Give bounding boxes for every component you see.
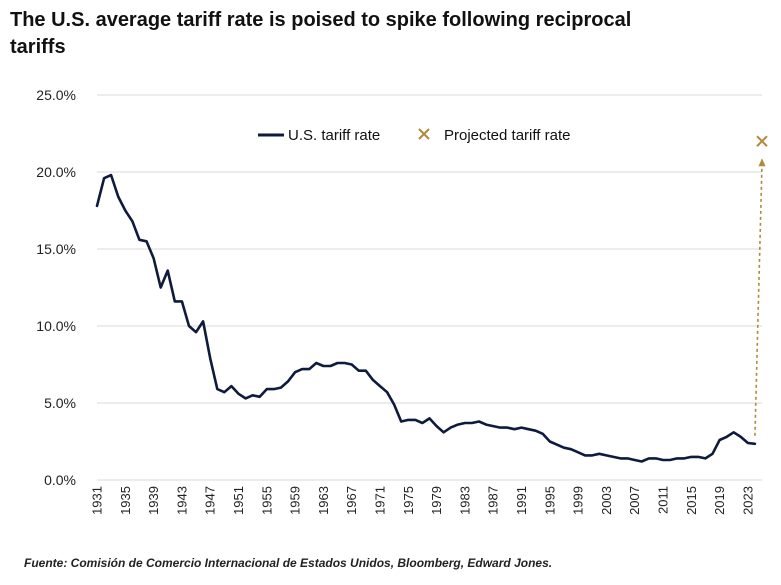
x-tick-label: 1963 [316, 486, 331, 515]
x-tick-label: 1991 [514, 486, 529, 515]
x-tick-label: 1983 [457, 486, 472, 515]
y-tick-label: 20.0% [36, 164, 76, 180]
projected-tariff-marker [756, 135, 768, 147]
x-tick-label: 1999 [571, 486, 586, 515]
y-tick-label: 5.0% [44, 395, 76, 411]
x-tick-label: 1967 [344, 486, 359, 515]
x-tick-label: 1971 [372, 486, 387, 515]
x-tick-label: 1995 [542, 486, 557, 515]
x-tick-label: 2015 [684, 486, 699, 515]
x-tick-label: 1955 [259, 486, 274, 515]
legend-label-tariff: U.S. tariff rate [288, 127, 380, 144]
legend-label-projected: Projected tariff rate [444, 127, 570, 144]
x-tick-label: 2023 [740, 486, 755, 515]
y-tick-label: 10.0% [36, 318, 76, 334]
x-tick-label: 1959 [288, 486, 303, 515]
chart-title: The U.S. average tariff rate is poised t… [10, 9, 632, 58]
projection-arrowhead [758, 158, 766, 167]
x-tick-label: 1979 [429, 486, 444, 515]
y-tick-label: 25.0% [36, 87, 76, 103]
x-tick-label: 2019 [712, 486, 727, 515]
x-tick-label: 1931 [90, 486, 105, 515]
y-tick-label: 0.0% [44, 472, 76, 488]
tariff-rate-series-line [95, 173, 757, 463]
projection-arrow-line [754, 164, 763, 436]
x-tick-label: 2007 [627, 486, 642, 515]
x-tick-label: 1939 [146, 486, 161, 515]
legend-x-marker [418, 128, 430, 140]
x-tick-label: 1935 [118, 486, 133, 515]
x-tick-label: 2003 [599, 486, 614, 515]
x-tick-label: 1975 [401, 486, 416, 515]
x-tick-label: 1951 [231, 486, 246, 515]
x-tick-label: 1987 [486, 486, 501, 515]
x-tick-label: 1947 [203, 486, 218, 515]
y-tick-label: 15.0% [36, 241, 76, 257]
x-tick-label: 1943 [174, 486, 189, 515]
x-tick-label: 2011 [655, 486, 670, 514]
source-note: Fuente: Comisión de Comercio Internacion… [24, 556, 553, 570]
